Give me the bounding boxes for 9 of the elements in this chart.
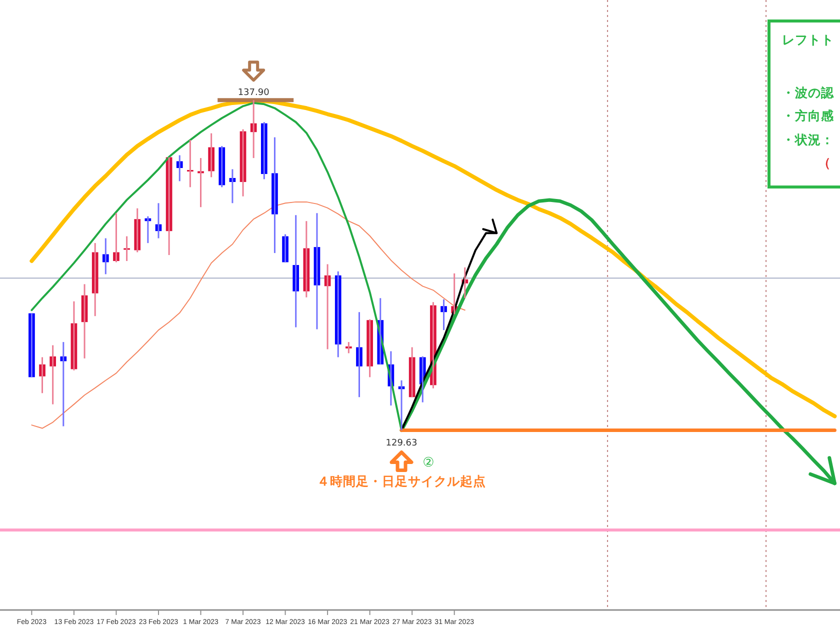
- annotation: 137.90: [238, 88, 270, 98]
- text: ②: [422, 455, 434, 470]
- text: レフトト: [782, 32, 834, 47]
- annotation: 129.63: [386, 438, 418, 448]
- annotation: ・状況：: [782, 132, 834, 147]
- text: ４時間足・日足サイクル起点: [317, 473, 486, 488]
- text: ・波の認: [782, 85, 835, 100]
- annotation: （: [818, 155, 831, 170]
- annotation: ・方向感: [782, 108, 835, 123]
